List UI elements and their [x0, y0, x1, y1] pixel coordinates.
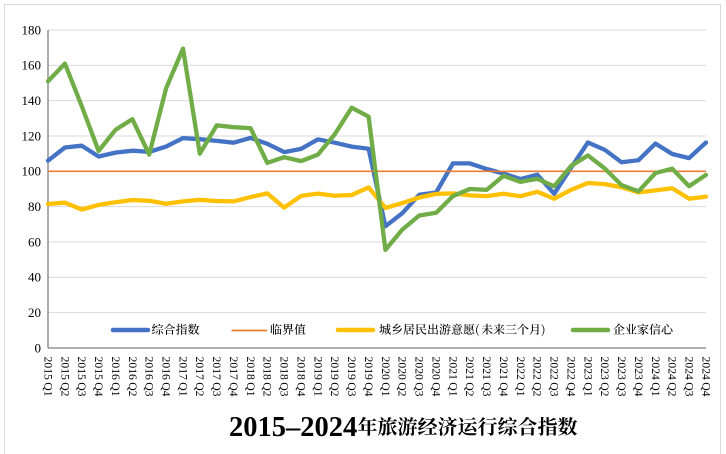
svg-text:180: 180 [22, 22, 42, 37]
svg-text:2017 Q4: 2017 Q4 [227, 357, 240, 397]
svg-text:2018 Q1: 2018 Q1 [244, 357, 257, 397]
svg-text:2020 Q1: 2020 Q1 [379, 357, 392, 397]
svg-text:0: 0 [35, 340, 42, 355]
svg-text:2024 Q2: 2024 Q2 [666, 357, 679, 397]
svg-text:2017 Q1: 2017 Q1 [176, 357, 189, 397]
svg-text:2020 Q3: 2020 Q3 [413, 357, 426, 397]
svg-text:2016 Q2: 2016 Q2 [126, 357, 139, 397]
svg-text:2023 Q3: 2023 Q3 [615, 357, 628, 397]
svg-text:2016 Q3: 2016 Q3 [143, 357, 156, 397]
svg-text:2021 Q2: 2021 Q2 [463, 357, 476, 397]
svg-text:2019 Q2: 2019 Q2 [328, 357, 341, 397]
svg-text:2016 Q1: 2016 Q1 [109, 357, 122, 397]
svg-text:160: 160 [22, 58, 42, 73]
svg-text:2021 Q3: 2021 Q3 [480, 357, 493, 397]
svg-text:2016 Q4: 2016 Q4 [160, 357, 173, 397]
svg-text:2018 Q4: 2018 Q4 [295, 357, 308, 397]
svg-text:2015 Q2: 2015 Q2 [58, 357, 71, 397]
svg-text:2019 Q4: 2019 Q4 [362, 357, 375, 397]
svg-text:2022 Q2: 2022 Q2 [531, 357, 544, 397]
svg-text:2015 Q1: 2015 Q1 [41, 357, 54, 397]
svg-text:60: 60 [28, 234, 41, 249]
svg-text:2015 Q3: 2015 Q3 [75, 357, 88, 397]
svg-text:20: 20 [28, 305, 41, 320]
svg-text:2017 Q3: 2017 Q3 [210, 357, 223, 397]
svg-text:2020 Q2: 2020 Q2 [396, 357, 409, 397]
svg-text:140: 140 [22, 93, 42, 108]
svg-text:2015–2024: 2015–2024 [229, 412, 357, 443]
svg-text:2020 Q4: 2020 Q4 [430, 357, 443, 397]
svg-text:2023 Q1: 2023 Q1 [581, 357, 594, 397]
svg-text:2024 Q4: 2024 Q4 [699, 357, 712, 397]
svg-text:2022 Q1: 2022 Q1 [514, 357, 527, 397]
svg-text:2017 Q2: 2017 Q2 [193, 357, 206, 397]
svg-text:2015 Q4: 2015 Q4 [92, 357, 105, 397]
svg-text:100: 100 [22, 164, 42, 179]
svg-text:2023 Q2: 2023 Q2 [598, 357, 611, 397]
svg-text:2019 Q1: 2019 Q1 [311, 357, 324, 397]
svg-text:120: 120 [22, 128, 42, 143]
svg-text:2018 Q3: 2018 Q3 [278, 357, 291, 397]
svg-text:2018 Q2: 2018 Q2 [261, 357, 274, 397]
svg-text:2024 Q3: 2024 Q3 [683, 357, 696, 397]
svg-text:80: 80 [28, 199, 41, 214]
svg-text:2023 Q4: 2023 Q4 [632, 357, 645, 397]
svg-text:2021 Q1: 2021 Q1 [446, 357, 459, 397]
svg-text:2021 Q4: 2021 Q4 [497, 357, 510, 397]
svg-text:2022 Q3: 2022 Q3 [548, 357, 561, 397]
svg-text:40: 40 [28, 270, 41, 285]
svg-text:2024 Q1: 2024 Q1 [649, 357, 662, 397]
svg-text:2019 Q3: 2019 Q3 [345, 357, 358, 397]
svg-text:2022 Q4: 2022 Q4 [564, 357, 577, 397]
